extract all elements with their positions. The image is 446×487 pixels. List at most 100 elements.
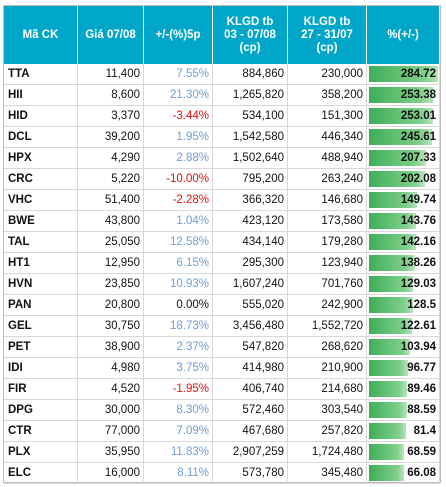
data-cell: 0.00% bbox=[144, 295, 213, 316]
symbol-cell: VHC bbox=[4, 190, 78, 211]
symbol-cell: GEL bbox=[4, 316, 78, 337]
data-cell: 547,820 bbox=[213, 337, 288, 358]
symbol-cell: CTR bbox=[4, 421, 78, 442]
symbol-cell: IDI bbox=[4, 358, 78, 379]
data-cell: 12,950 bbox=[78, 253, 144, 274]
symbol-cell: PAN bbox=[4, 295, 78, 316]
data-cell: 366,320 bbox=[213, 190, 288, 211]
data-bar bbox=[369, 402, 408, 418]
data-cell: 77,000 bbox=[78, 421, 144, 442]
data-cell: 295,300 bbox=[213, 253, 288, 274]
data-bar bbox=[369, 150, 426, 166]
data-cell: 4,520 bbox=[78, 379, 144, 400]
data-bar bbox=[369, 381, 408, 397]
data-cell: 122.61 bbox=[367, 316, 440, 337]
data-cell: 30,000 bbox=[78, 400, 144, 421]
data-bar bbox=[369, 129, 432, 145]
data-cell: 4,980 bbox=[78, 358, 144, 379]
data-cell: 68.59 bbox=[367, 442, 440, 463]
data-cell: 66.08 bbox=[367, 463, 440, 484]
data-cell: 38,900 bbox=[78, 337, 144, 358]
data-cell: 1,542,580 bbox=[213, 127, 288, 148]
data-bar bbox=[369, 171, 425, 187]
change-value: 245.61 bbox=[400, 131, 436, 143]
data-cell: 1,724,480 bbox=[288, 442, 367, 463]
data-cell: 534,100 bbox=[213, 106, 288, 127]
data-cell: 573,780 bbox=[213, 463, 288, 484]
data-cell: 51,400 bbox=[78, 190, 144, 211]
data-cell: 96.77 bbox=[367, 358, 440, 379]
data-cell: -1.95% bbox=[144, 379, 213, 400]
data-cell: -10.00% bbox=[144, 169, 213, 190]
symbol-cell: HT1 bbox=[4, 253, 78, 274]
data-cell: 1.04% bbox=[144, 211, 213, 232]
change-value: 142.16 bbox=[400, 236, 436, 248]
symbol-cell: PLX bbox=[4, 442, 78, 463]
data-cell: 3,370 bbox=[78, 106, 144, 127]
data-cell: 128.5 bbox=[367, 295, 440, 316]
change-value: 103.94 bbox=[400, 341, 436, 353]
data-cell: 23,850 bbox=[78, 274, 144, 295]
data-cell: 2.88% bbox=[144, 148, 213, 169]
data-cell: 1,502,640 bbox=[213, 148, 288, 169]
data-cell: 446,340 bbox=[288, 127, 367, 148]
data-bar bbox=[369, 297, 414, 313]
data-cell: 207.33 bbox=[367, 148, 440, 169]
data-cell: 245.61 bbox=[367, 127, 440, 148]
data-cell: 467,680 bbox=[213, 421, 288, 442]
symbol-cell: BWE bbox=[4, 211, 78, 232]
data-cell: 214,680 bbox=[288, 379, 367, 400]
data-cell: 2,907,259 bbox=[213, 442, 288, 463]
data-cell: 4,290 bbox=[78, 148, 144, 169]
symbol-cell: TAL bbox=[4, 232, 78, 253]
data-bar bbox=[369, 234, 416, 250]
symbol-cell: CRC bbox=[4, 169, 78, 190]
data-cell: 8,600 bbox=[78, 85, 144, 106]
data-cell: 1,552,720 bbox=[288, 316, 367, 337]
data-cell: 81.4 bbox=[367, 421, 440, 442]
data-bar bbox=[369, 339, 410, 355]
symbol-cell: FIR bbox=[4, 379, 78, 400]
change-value: 66.08 bbox=[407, 467, 436, 479]
data-cell: 8.11% bbox=[144, 463, 213, 484]
data-cell: 7.09% bbox=[144, 421, 213, 442]
data-cell: 11,400 bbox=[78, 64, 144, 85]
data-cell: 20,800 bbox=[78, 295, 144, 316]
change-value: 68.59 bbox=[407, 446, 436, 458]
data-cell: 7.55% bbox=[144, 64, 213, 85]
header-cell: +/-(%)5p bbox=[144, 6, 213, 64]
change-value: 138.26 bbox=[400, 257, 436, 269]
data-cell: 284.72 bbox=[367, 64, 440, 85]
data-bar bbox=[369, 108, 433, 124]
data-cell: 253.38 bbox=[367, 85, 440, 106]
data-cell: 88.59 bbox=[367, 400, 440, 421]
data-cell: 129.03 bbox=[367, 274, 440, 295]
data-cell: 149.74 bbox=[367, 190, 440, 211]
change-value: 128.5 bbox=[407, 299, 436, 311]
data-cell: 406,740 bbox=[213, 379, 288, 400]
data-cell: 263,240 bbox=[288, 169, 367, 190]
symbol-cell: TTA bbox=[4, 64, 78, 85]
data-cell: -3.44% bbox=[144, 106, 213, 127]
symbol-cell: DPG bbox=[4, 400, 78, 421]
symbol-cell: HII bbox=[4, 85, 78, 106]
data-bar bbox=[369, 318, 413, 334]
data-cell: 555,020 bbox=[213, 295, 288, 316]
data-cell: 8.30% bbox=[144, 400, 213, 421]
data-cell: 1,265,820 bbox=[213, 85, 288, 106]
data-cell: 10.93% bbox=[144, 274, 213, 295]
data-cell: 21.30% bbox=[144, 85, 213, 106]
change-value: 129.03 bbox=[400, 278, 436, 290]
change-value: 88.59 bbox=[407, 404, 436, 416]
data-cell: 358,200 bbox=[288, 85, 367, 106]
data-cell: 423,120 bbox=[213, 211, 288, 232]
data-bar bbox=[369, 213, 416, 229]
data-cell: 11.83% bbox=[144, 442, 213, 463]
change-value: 81.4 bbox=[413, 425, 436, 437]
data-cell: 268,620 bbox=[288, 337, 367, 358]
data-cell: 138.26 bbox=[367, 253, 440, 274]
change-value: 122.61 bbox=[400, 320, 436, 332]
data-cell: 345,480 bbox=[288, 463, 367, 484]
table: Mã CK Giá 07/08 +/-(%)5p KLGD tb 03 - 07/08… bbox=[3, 5, 441, 484]
